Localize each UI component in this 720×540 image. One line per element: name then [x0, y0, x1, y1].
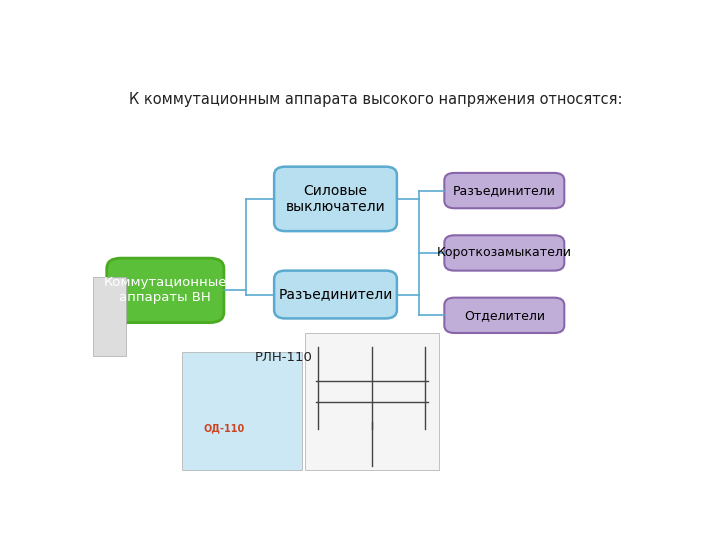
FancyBboxPatch shape	[182, 352, 302, 470]
FancyBboxPatch shape	[274, 271, 397, 319]
Text: К коммутационным аппарата высокого напряжения относятся:: К коммутационным аппарата высокого напря…	[129, 92, 623, 107]
Text: Силовые
выключатели: Силовые выключатели	[286, 184, 385, 214]
FancyBboxPatch shape	[444, 173, 564, 208]
Text: ОД-110: ОД-110	[204, 424, 245, 434]
Text: Разъединители: Разъединители	[279, 287, 392, 301]
Text: Коммутационные
аппараты ВН: Коммутационные аппараты ВН	[104, 276, 227, 305]
FancyBboxPatch shape	[305, 333, 438, 470]
Text: Разъединители: Разъединители	[453, 184, 556, 197]
FancyBboxPatch shape	[444, 235, 564, 271]
Text: РЛН-110: РЛН-110	[255, 352, 312, 365]
Text: Короткозамыкатели: Короткозамыкатели	[437, 246, 572, 259]
Text: Отделители: Отделители	[464, 309, 545, 322]
FancyBboxPatch shape	[93, 277, 126, 356]
FancyBboxPatch shape	[444, 298, 564, 333]
FancyBboxPatch shape	[107, 258, 224, 322]
FancyBboxPatch shape	[274, 167, 397, 231]
